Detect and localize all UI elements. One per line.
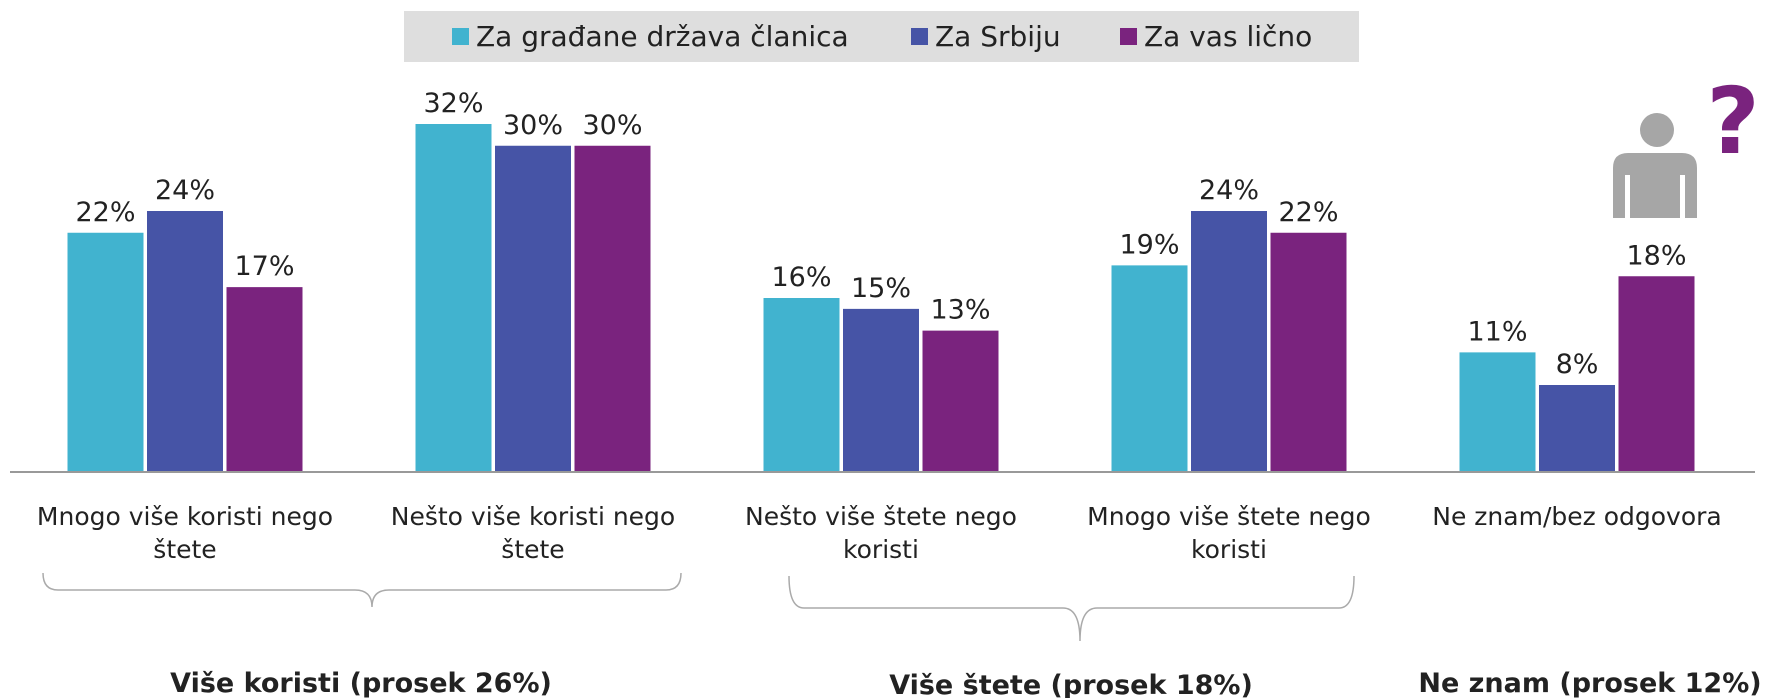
question-mark: ? [1706,68,1759,175]
bar [1270,232,1347,472]
bar [763,298,840,472]
value-label: 22% [75,197,135,228]
value-label: 30% [503,110,563,141]
bracket [42,572,682,608]
value-label: 22% [1278,197,1338,228]
value-label: 18% [1626,240,1686,271]
bracket [788,575,1355,642]
value-label: 16% [771,262,831,293]
x-tick-label: Nešto više koristi nego štete [390,502,676,564]
bar [67,232,144,472]
value-label: 15% [851,273,911,304]
x-tick-label: Mnogo više koristi nego štete [36,502,334,564]
bar [1191,211,1267,472]
bar [1618,276,1695,472]
value-label: 32% [423,88,483,119]
value-label: 30% [582,110,642,141]
x-tick-label: Ne znam/bez odgovora [1432,502,1722,531]
legend-swatch [452,28,469,45]
legend-label: Za Srbiju [935,20,1061,53]
value-label: 13% [930,295,990,326]
legend-label: Za vas lično [1144,20,1312,53]
bar [922,330,999,472]
value-label: 17% [234,251,294,282]
x-tick-label: Nešto više štete nego koristi [745,502,1017,564]
value-label: 24% [155,175,215,206]
person-icon [1640,113,1674,147]
bar [574,145,651,472]
group-label: Više koristi (prosek 26%) [170,668,552,698]
bar [1539,385,1615,472]
value-label: 11% [1467,316,1527,347]
bar [1459,352,1536,472]
bar [415,124,492,472]
legend-swatch [1120,28,1137,45]
bar [226,287,303,472]
legend-swatch [911,28,928,45]
bar [843,308,919,472]
group-label: Više štete (prosek 18%) [889,670,1253,698]
x-tick-label: Mnogo više štete nego koristi [1087,502,1371,564]
bar [147,211,223,472]
legend-label: Za građane država članica [476,20,849,53]
bar [495,145,571,472]
bar [1111,265,1188,472]
legend-box [404,11,1359,62]
group-label: Ne znam (prosek 12%) [1418,668,1761,698]
value-label: 19% [1119,229,1179,260]
value-label: 24% [1199,175,1259,206]
value-label: 8% [1556,349,1599,380]
person-icon [1613,153,1697,218]
